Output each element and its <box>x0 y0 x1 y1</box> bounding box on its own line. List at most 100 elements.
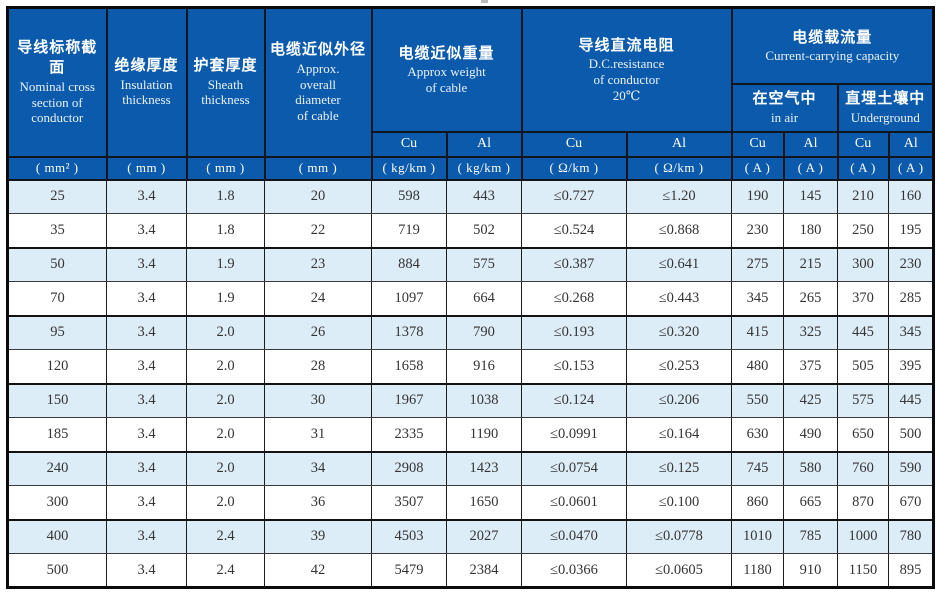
cell-r11-c5: 2384 <box>445 553 523 588</box>
cell-r9-c7: ≤0.100 <box>626 485 733 521</box>
header-zh: 电缆近似外径 <box>269 42 366 59</box>
cell-r2-c2: 1.9 <box>186 247 265 282</box>
cell-r10-c8: 1010 <box>731 519 785 554</box>
cell-r1-c7: ≤0.868 <box>626 213 733 249</box>
header-en: Current-carrying capacity <box>765 47 900 63</box>
cell-r7-c5: 1190 <box>445 417 523 453</box>
unit-header: ( kg/km ) <box>370 155 448 181</box>
material-header: Cu <box>370 130 448 158</box>
cell-r6-c6: ≤0.124 <box>521 383 628 418</box>
cell-r7-c7: ≤0.164 <box>626 417 733 453</box>
cell-r2-c3: 23 <box>264 247 372 282</box>
cell-r7-c9: 490 <box>783 417 839 453</box>
cell-r11-c7: ≤0.0605 <box>626 553 733 588</box>
cell-r11-c11: 895 <box>888 553 935 588</box>
cell-r2-c7: ≤0.641 <box>626 247 733 282</box>
cell-r0-c3: 20 <box>264 179 372 214</box>
table-row: 400 3.4 2.4 39 4503 2027 ≤0.0470 ≤0.0778 1010 785… <box>7 519 935 554</box>
cell-r4-c11: 345 <box>888 315 935 350</box>
cell-r2-c5: 575 <box>445 247 523 282</box>
cell-r6-c8: 550 <box>731 383 785 418</box>
col-header-nominal-cross-section: 导线标称截面 Nominal cross section of conducto… <box>6 6 108 158</box>
cell-r10-c6: ≤0.0470 <box>521 519 628 554</box>
cell-r11-c0: 500 <box>7 553 107 588</box>
header-zh: 电缆载流量 <box>792 29 873 46</box>
cell-r0-c9: 145 <box>783 179 839 214</box>
cell-r7-c4: 2335 <box>371 417 447 453</box>
cell-r2-c1: 3.4 <box>106 247 187 282</box>
cell-r9-c1: 3.4 <box>106 485 187 521</box>
material-header: Cu <box>836 130 890 158</box>
cell-r8-c9: 580 <box>783 451 839 486</box>
cell-r2-c9: 215 <box>783 247 839 282</box>
cell-r6-c1: 3.4 <box>106 383 187 418</box>
cell-r7-c11: 500 <box>888 417 935 453</box>
cell-r10-c0: 400 <box>7 519 107 554</box>
cell-r5-c0: 120 <box>7 349 107 385</box>
cell-r0-c11: 160 <box>888 179 935 214</box>
cell-r8-c5: 1423 <box>445 451 523 486</box>
cell-r4-c7: ≤0.320 <box>626 315 733 350</box>
cell-r1-c10: 250 <box>837 213 890 249</box>
table-row: 50 3.4 1.9 23 884 575 ≤0.387 ≤0.641 275 215 300 230 <box>7 247 935 282</box>
header-zh: 在空气中 <box>752 91 817 108</box>
cell-r11-c8: 1180 <box>731 553 785 588</box>
table-row: 25 3.4 1.8 20 598 443 ≤0.727 ≤1.20 190 145 210 160 <box>7 179 935 214</box>
cell-r11-c9: 910 <box>783 553 839 588</box>
cell-r6-c7: ≤0.206 <box>626 383 733 418</box>
cell-r3-c11: 285 <box>888 281 935 317</box>
cell-r3-c7: ≤0.443 <box>626 281 733 317</box>
cell-r4-c2: 2.0 <box>186 315 265 350</box>
material-header: Al <box>445 130 523 158</box>
group-header-dc-resistance: 导线直流电阻 D.C.resistance of conductor 20℃ <box>520 6 733 133</box>
cell-r10-c11: 780 <box>888 519 935 554</box>
cell-r10-c7: ≤0.0778 <box>626 519 733 554</box>
material-header: Cu <box>730 130 785 158</box>
cell-r2-c11: 230 <box>888 247 935 282</box>
cell-r11-c1: 3.4 <box>106 553 187 588</box>
cell-r5-c2: 2.0 <box>186 349 265 385</box>
cell-r5-c3: 28 <box>264 349 372 385</box>
cell-r7-c8: 630 <box>731 417 785 453</box>
cell-r8-c1: 3.4 <box>106 451 187 486</box>
cell-r4-c8: 415 <box>731 315 785 350</box>
cell-r11-c3: 42 <box>264 553 372 588</box>
cell-r2-c6: ≤0.387 <box>521 247 628 282</box>
cell-r2-c4: 884 <box>371 247 447 282</box>
header-zh: 导线直流电阻 <box>578 37 675 54</box>
header-en: Approx weight of cable <box>407 64 486 95</box>
unit-header: ( mm ) <box>263 155 373 181</box>
cell-r3-c1: 3.4 <box>106 281 187 317</box>
cell-r6-c0: 150 <box>7 383 107 418</box>
cell-r9-c5: 1650 <box>445 485 523 521</box>
material-header: Cu <box>520 130 628 158</box>
cell-r4-c6: ≤0.193 <box>521 315 628 350</box>
page-crop-artifact <box>481 0 488 3</box>
header-en: Nominal cross section of conductor <box>19 78 95 126</box>
header-zh: 护套厚度 <box>193 58 258 75</box>
header-zh: 电缆近似重量 <box>398 45 495 62</box>
cell-r5-c10: 505 <box>837 349 890 385</box>
header-en: Approx. overall diameter of cable <box>295 60 341 124</box>
cell-r5-c7: ≤0.253 <box>626 349 733 385</box>
cell-r2-c8: 275 <box>731 247 785 282</box>
unit-header: ( Ω/km ) <box>625 155 733 181</box>
material-header: Al <box>625 130 733 158</box>
cell-r1-c0: 35 <box>7 213 107 249</box>
cell-r7-c6: ≤0.0991 <box>521 417 628 453</box>
cell-r3-c8: 345 <box>731 281 785 317</box>
cell-r0-c2: 1.8 <box>186 179 265 214</box>
cell-r5-c11: 395 <box>888 349 935 385</box>
cell-r4-c10: 445 <box>837 315 890 350</box>
cable-spec-table: 导线标称截面 Nominal cross section of conducto… <box>6 6 936 589</box>
cell-r0-c4: 598 <box>371 179 447 214</box>
cell-r8-c4: 2908 <box>371 451 447 486</box>
cell-r1-c1: 3.4 <box>106 213 187 249</box>
cell-r1-c11: 195 <box>888 213 935 249</box>
cell-r8-c11: 590 <box>888 451 935 486</box>
cell-r6-c9: 425 <box>783 383 839 418</box>
table-row: 95 3.4 2.0 26 1378 790 ≤0.193 ≤0.320 415 325 445 34… <box>7 315 935 350</box>
col-header-approx-diameter: 电缆近似外径 Approx. overall diameter of cable <box>263 6 373 158</box>
cell-r3-c9: 265 <box>783 281 839 317</box>
cell-r4-c4: 1378 <box>371 315 447 350</box>
